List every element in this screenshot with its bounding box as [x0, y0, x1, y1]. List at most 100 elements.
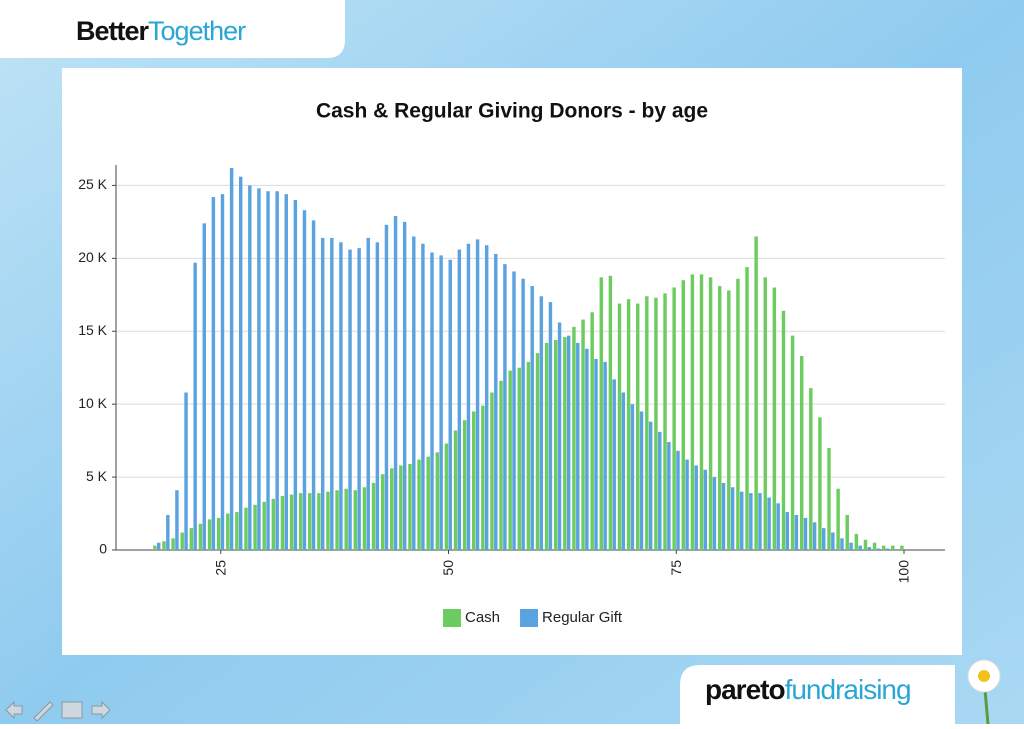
bar — [339, 242, 343, 550]
bar — [721, 482, 726, 550]
bar — [745, 267, 749, 550]
bar — [512, 271, 516, 550]
legend-label: Regular Gift — [542, 609, 623, 626]
bar — [266, 191, 270, 550]
bar — [435, 452, 440, 550]
legend-swatch — [520, 609, 539, 627]
bar — [344, 488, 348, 550]
bar — [380, 474, 385, 550]
flower — [967, 659, 1001, 725]
bar — [626, 299, 631, 550]
bar — [366, 237, 370, 550]
bar — [198, 523, 203, 550]
bar — [581, 319, 585, 550]
bar — [202, 223, 206, 551]
x-tick-label: 75 — [668, 560, 684, 576]
bar — [831, 532, 835, 550]
bar — [685, 459, 689, 550]
bar — [262, 501, 266, 550]
bar — [639, 411, 644, 550]
bar — [348, 249, 352, 551]
bar — [794, 515, 799, 550]
bar — [466, 243, 471, 550]
bar — [402, 221, 407, 550]
bar — [284, 194, 288, 550]
nav-menu[interactable] — [61, 701, 83, 719]
bar — [603, 361, 607, 550]
y-tick-label: 0 — [99, 541, 107, 557]
bar — [576, 342, 580, 550]
bar — [371, 482, 376, 550]
bar — [781, 310, 786, 550]
bar — [293, 200, 298, 550]
bar — [818, 417, 822, 550]
bar — [508, 370, 512, 550]
nav-controls[interactable] — [5, 700, 111, 722]
bar — [384, 224, 389, 550]
bar — [863, 539, 868, 550]
x-tick-label: 25 — [212, 560, 228, 576]
bar — [298, 493, 303, 550]
bar — [772, 287, 777, 550]
nav-pen[interactable] — [33, 701, 54, 722]
bar — [544, 342, 549, 550]
bar — [763, 277, 767, 550]
bar — [229, 167, 234, 550]
bar — [490, 392, 494, 550]
bar — [417, 459, 421, 550]
bar — [736, 278, 740, 550]
bar — [617, 303, 622, 550]
bar — [244, 507, 248, 550]
bar — [703, 469, 708, 550]
bar — [812, 522, 817, 550]
bar — [672, 287, 676, 550]
bar — [162, 541, 166, 550]
bar — [849, 542, 853, 550]
y-tick-label: 15 K — [78, 322, 107, 338]
footer-brand-first: pareto — [705, 674, 785, 705]
bar — [758, 493, 762, 550]
bar — [184, 392, 188, 550]
bar — [475, 239, 480, 550]
chart-panel — [62, 68, 962, 655]
bar — [430, 252, 434, 550]
bar — [289, 494, 294, 550]
y-tick-label: 10 K — [78, 395, 107, 411]
bar — [280, 496, 285, 550]
bar — [776, 503, 780, 550]
bar — [226, 513, 230, 550]
nav-prev[interactable] — [5, 700, 23, 720]
bar — [594, 358, 598, 550]
bar — [453, 430, 458, 550]
bar — [608, 275, 613, 550]
bar — [271, 498, 276, 550]
bar — [708, 277, 713, 550]
bar — [900, 545, 904, 550]
footer-brand-second: fundraising — [785, 674, 911, 705]
bar — [876, 548, 881, 550]
bar — [248, 185, 252, 550]
header-tab — [0, 0, 345, 58]
chart-title: Cash & Regular Giving Donors - by age — [316, 100, 708, 123]
bar — [166, 515, 170, 550]
bar — [654, 297, 658, 550]
bar — [330, 237, 334, 550]
bar — [885, 548, 890, 550]
bar — [393, 216, 398, 550]
bar — [220, 194, 225, 550]
y-tick-label: 20 K — [78, 249, 107, 265]
bar — [412, 236, 416, 551]
nav-next[interactable] — [91, 700, 111, 720]
x-tick-label: 50 — [440, 560, 456, 576]
bar — [335, 490, 339, 550]
bar — [845, 515, 849, 550]
bar — [526, 361, 531, 550]
legend-label: Cash — [465, 609, 500, 626]
bar — [462, 420, 467, 550]
bar — [530, 286, 534, 550]
bar — [663, 293, 667, 550]
bar — [503, 264, 507, 550]
bar — [799, 356, 804, 550]
bar — [730, 487, 735, 550]
